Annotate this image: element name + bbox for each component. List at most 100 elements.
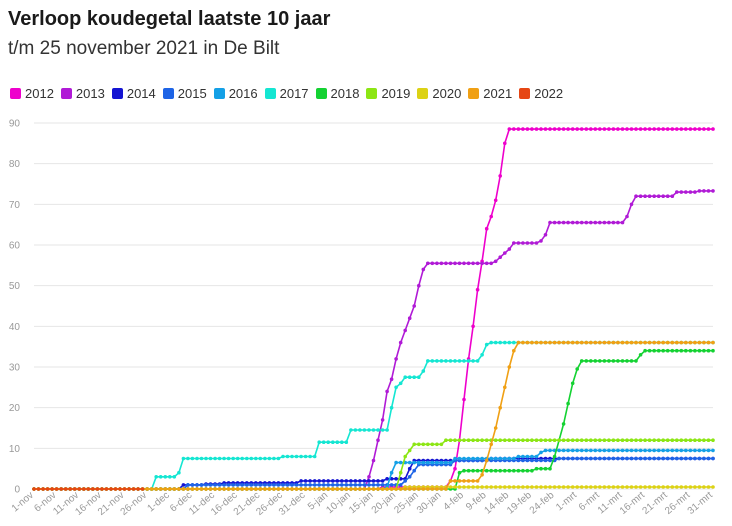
- data-point: [475, 438, 480, 443]
- data-point: [493, 198, 498, 203]
- data-point: [163, 475, 168, 479]
- data-point: [480, 456, 484, 461]
- data-point: [168, 487, 172, 491]
- data-point: [697, 456, 702, 461]
- data-point: [661, 348, 665, 353]
- data-point: [186, 456, 190, 461]
- data-point: [376, 487, 380, 491]
- data-point: [629, 438, 634, 443]
- data-point: [620, 448, 625, 453]
- data-point: [607, 456, 611, 461]
- data-point: [294, 454, 299, 459]
- data-point: [539, 239, 543, 243]
- data-point: [530, 454, 534, 459]
- data-point: [702, 438, 706, 443]
- data-point: [656, 456, 661, 461]
- data-point: [303, 487, 308, 491]
- data-point: [534, 466, 539, 471]
- data-point: [331, 479, 335, 483]
- data-point: [552, 220, 557, 225]
- data-point: [68, 487, 72, 491]
- data-point: [45, 487, 50, 491]
- legend-item-2014[interactable]: 2014: [111, 86, 156, 101]
- data-point: [647, 485, 652, 489]
- data-point: [584, 438, 589, 443]
- data-point: [240, 456, 244, 461]
- legend-item-2015[interactable]: 2015: [162, 86, 207, 101]
- data-point: [638, 340, 643, 345]
- data-point: [693, 340, 697, 345]
- data-point: [602, 448, 607, 453]
- data-point: [711, 189, 715, 193]
- data-point: [661, 448, 665, 453]
- data-point: [643, 448, 647, 453]
- legend-item-2019[interactable]: 2019: [366, 86, 410, 101]
- data-point: [507, 340, 512, 345]
- data-point: [548, 127, 552, 131]
- data-point: [59, 487, 63, 491]
- data-point: [344, 479, 349, 483]
- data-point: [245, 487, 249, 491]
- data-point: [471, 479, 475, 483]
- data-point: [417, 460, 421, 465]
- y-tick-label: 30: [9, 363, 21, 374]
- data-point: [675, 340, 679, 345]
- data-point: [656, 340, 661, 345]
- data-point: [503, 251, 507, 255]
- data-point: [684, 448, 688, 453]
- y-tick-label: 10: [9, 444, 21, 455]
- data-point: [503, 468, 507, 473]
- data-point: [557, 220, 561, 225]
- data-point: [448, 479, 453, 483]
- legend-item-2017[interactable]: 2017: [264, 86, 309, 101]
- data-point: [398, 487, 403, 491]
- data-point: [543, 448, 548, 453]
- data-point: [380, 418, 385, 422]
- data-point: [358, 479, 362, 483]
- data-point: [561, 127, 566, 131]
- legend-item-2012[interactable]: 2012: [10, 86, 54, 101]
- data-point: [263, 483, 267, 487]
- data-point: [113, 487, 118, 491]
- data-point: [503, 385, 507, 390]
- data-point: [670, 438, 675, 443]
- data-point: [652, 438, 656, 443]
- legend-item-2021[interactable]: 2021: [468, 86, 512, 101]
- data-point: [566, 448, 570, 453]
- data-point: [661, 127, 665, 131]
- data-point: [231, 483, 235, 487]
- y-tick-label: 20: [9, 403, 21, 414]
- data-point: [675, 438, 679, 443]
- data-point: [312, 487, 317, 491]
- data-point: [362, 428, 367, 432]
- x-tick-label: 21-mrt: [640, 490, 669, 517]
- data-point: [688, 448, 693, 453]
- data-point: [661, 340, 665, 345]
- data-point: [702, 189, 706, 193]
- data-point: [634, 194, 638, 198]
- data-point: [697, 438, 702, 443]
- data-point: [217, 487, 222, 491]
- data-point: [593, 456, 598, 461]
- data-point: [638, 485, 643, 489]
- data-point: [358, 428, 362, 432]
- data-point: [611, 220, 616, 225]
- data-point: [516, 438, 521, 443]
- data-point: [521, 485, 525, 489]
- data-point: [308, 487, 312, 491]
- x-tick-label: 1-mrt: [554, 490, 579, 514]
- data-point: [484, 458, 489, 463]
- legend-item-2020[interactable]: 2020: [417, 86, 461, 101]
- legend-item-2022[interactable]: 2022: [519, 86, 563, 101]
- data-point: [104, 487, 109, 491]
- legend-item-2018[interactable]: 2018: [315, 86, 359, 101]
- data-point: [625, 127, 629, 131]
- data-point: [231, 456, 235, 461]
- data-point: [534, 485, 539, 489]
- data-point: [503, 141, 507, 146]
- legend-item-2016[interactable]: 2016: [213, 86, 258, 101]
- data-point: [290, 454, 294, 459]
- data-point: [602, 359, 607, 363]
- legend-item-2013[interactable]: 2013: [60, 86, 105, 101]
- data-point: [321, 483, 326, 487]
